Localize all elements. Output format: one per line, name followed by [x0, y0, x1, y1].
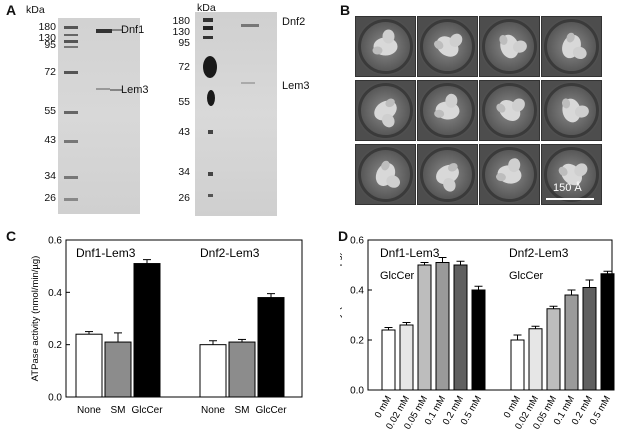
bar: [75, 333, 103, 398]
gel2-bands: [203, 18, 259, 197]
group-label: Dnf2-Lem3: [509, 246, 569, 260]
class-average-image: [355, 80, 416, 141]
bar: [546, 308, 561, 391]
class-average-image: [355, 16, 416, 77]
category-label: GlcCer: [255, 405, 287, 416]
gel1-band-label-lem3: Lem3: [121, 84, 149, 96]
bar: [228, 341, 256, 398]
y-tick-label: 0.2: [350, 336, 364, 347]
bar: [471, 289, 486, 391]
plot-frame: [65, 239, 303, 398]
group-annotation: GlcCer: [380, 270, 415, 282]
y-tick-label: 0.0: [48, 393, 62, 404]
gel1-bands: [64, 26, 112, 201]
bar: [564, 294, 579, 391]
group-label: Dnf1-Lem3: [76, 246, 136, 260]
gel2-kda-label: kDa: [197, 2, 216, 14]
group-label: Dnf1-Lem3: [380, 246, 440, 260]
marker-label: 72: [44, 66, 56, 78]
gel2-band-label-lem3: Lem3: [282, 80, 310, 92]
bar: [381, 329, 396, 391]
marker-label: 95: [178, 37, 190, 49]
marker-label: 55: [44, 105, 56, 117]
class-average-image: [355, 144, 416, 205]
category-label: SM: [235, 405, 250, 416]
chart-d: 0.0 0.2 0.4 0.6 ATPase activity (nmol/min/µg…: [340, 236, 615, 432]
y-axis-label: ATPase activity (nmol/min/µg): [30, 256, 41, 382]
class-average-image: [479, 144, 540, 205]
scale-bar: [546, 198, 594, 200]
marker-label: 26: [178, 192, 190, 204]
class-average-image: [417, 16, 478, 77]
class-average-image: [417, 144, 478, 205]
class-average-image: [541, 80, 602, 141]
marker-label: 95: [44, 39, 56, 51]
panel-d-letter: D: [338, 228, 349, 244]
marker-label: 130: [38, 32, 56, 44]
y-tick-label: 0.4: [48, 288, 62, 299]
category-label: GlcCer: [131, 405, 163, 416]
bar: [510, 339, 525, 391]
y-tick-label: 0.6: [350, 236, 364, 247]
marker-label: 43: [178, 126, 190, 138]
class-average-image: [479, 80, 540, 141]
bar: [417, 264, 432, 391]
group-annotation: GlcCer: [509, 270, 544, 282]
bar: [600, 273, 615, 391]
bar: [453, 264, 468, 391]
chart-c: 0.0 0.2 0.4 0.6 ATPase activity (nmol/min/µg…: [30, 236, 303, 416]
gel1-band-label-dnf1: Dnf1: [121, 24, 145, 36]
scale-bar-label: 150 Å: [553, 182, 582, 194]
category-label: SM: [111, 405, 126, 416]
class-average-grid: [355, 16, 602, 205]
gel1-label-lines: [110, 29, 122, 91]
panel-a-letter: A: [6, 2, 17, 18]
category-label: None: [201, 405, 225, 416]
category-label: None: [77, 405, 101, 416]
bar: [133, 263, 161, 398]
gel2-image: [195, 12, 277, 216]
marker-label: 43: [44, 134, 56, 146]
gel2-band-label-dnf2: Dnf2: [282, 16, 306, 28]
marker-label: 130: [172, 26, 190, 38]
y-tick-label: 0.0: [350, 386, 364, 397]
bar: [257, 297, 285, 398]
class-average-image: [417, 80, 478, 141]
bar: [104, 341, 132, 398]
class-average-image: [479, 16, 540, 77]
panel-b-letter: B: [340, 2, 351, 18]
class-average-image: [541, 16, 602, 77]
class-average-image: [541, 144, 602, 205]
group-label: Dnf2-Lem3: [200, 246, 260, 260]
bar: [399, 324, 414, 391]
marker-label: 34: [44, 170, 56, 182]
bar: [199, 344, 227, 398]
gel1-image: [58, 18, 140, 214]
panel-c-letter: C: [6, 228, 17, 244]
gel1-kda-label: kDa: [26, 4, 45, 16]
marker-label: 55: [178, 96, 190, 108]
bar: [435, 262, 450, 391]
y-tick-label: 0.6: [48, 236, 62, 247]
y-tick-label: 0.4: [350, 286, 364, 297]
y-tick-label: 0.2: [48, 340, 62, 351]
marker-label: 34: [178, 166, 190, 178]
y-axis-label: ATPase activity (nmol/min/µg): [340, 252, 343, 378]
marker-label: 180: [38, 21, 56, 33]
marker-label: 72: [178, 61, 190, 73]
marker-label: 180: [172, 15, 190, 27]
marker-label: 26: [44, 192, 56, 204]
bar: [582, 287, 597, 391]
bar: [528, 328, 543, 391]
